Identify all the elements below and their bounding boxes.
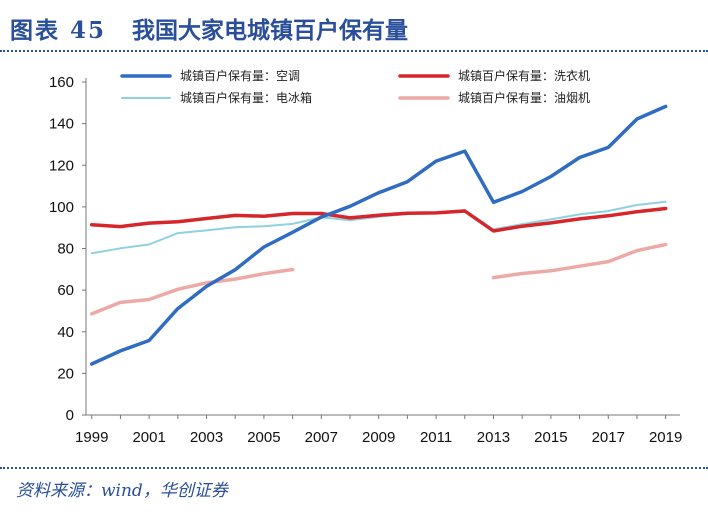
source-note: 资料来源：wind，华创证券 (16, 481, 228, 501)
y-tick-label: 160 (49, 74, 74, 91)
x-tick-label: 2011 (420, 429, 452, 446)
x-tick-label: 2001 (132, 429, 165, 446)
x-tick-label: 2003 (190, 429, 223, 446)
x-tick-label: 2013 (477, 429, 510, 446)
x-tick-label: 2005 (247, 429, 280, 446)
bottom-divider (0, 467, 708, 469)
top-divider (0, 50, 708, 52)
y-tick-label: 20 (57, 365, 74, 382)
x-tick-label: 2015 (534, 429, 567, 446)
x-tick-label: 2007 (305, 429, 338, 446)
legend-label: 城镇百户保有量：电冰箱 (180, 90, 312, 105)
y-tick-label: 80 (57, 241, 74, 258)
chart-lines (89, 104, 668, 366)
y-tick-label: 60 (57, 282, 74, 299)
legend-label: 城镇百户保有量：洗衣机 (458, 68, 590, 83)
y-tick-label: 100 (49, 199, 74, 216)
title-row: 图表 45 我国大家电城镇百户保有量 (10, 8, 700, 48)
legend-label: 城镇百户保有量：油烟机 (458, 90, 590, 105)
y-tick-label: 40 (57, 324, 74, 341)
y-tick-label: 140 (49, 116, 74, 133)
y-tick-label: 0 (66, 407, 74, 424)
x-tick-label: 2009 (362, 429, 395, 446)
chart-axes: 0 20 40 60 80 100 120 140 160 1999 2001 2003 2005 200… (49, 74, 682, 446)
series-line (89, 206, 668, 233)
series-line (491, 242, 668, 280)
y-tick-label: 120 (49, 157, 74, 174)
series-line (89, 267, 295, 316)
x-tick-label: 1999 (75, 429, 108, 446)
series-line (90, 200, 667, 255)
series-line (89, 104, 668, 366)
legend-label: 城镇百户保有量：空调 (180, 68, 300, 83)
figure-number: 图表 45 (10, 17, 107, 44)
x-tick-label: 2017 (592, 429, 625, 446)
page-title: 我国大家电城镇百户保有量 (132, 17, 409, 44)
x-tick-label: 2019 (649, 429, 682, 446)
